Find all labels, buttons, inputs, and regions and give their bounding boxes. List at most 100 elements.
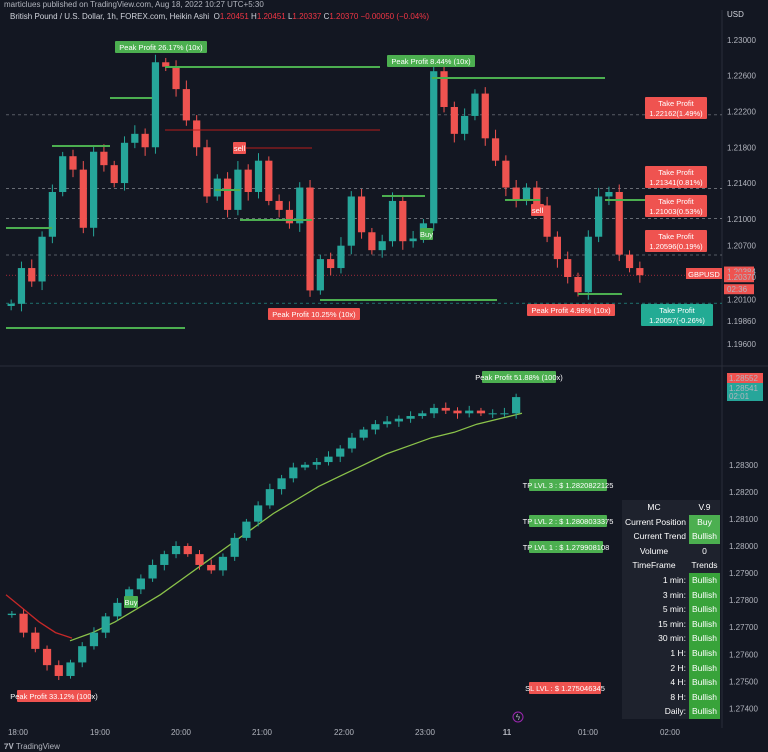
take-profit-value: 1.21341(0.81%) [649, 178, 703, 187]
peak-profit-label-bg [482, 371, 556, 383]
close-label: C [323, 12, 330, 21]
price-tag: 1.28552 [729, 374, 758, 383]
take-profit-box [645, 195, 707, 217]
sell-label: sell [532, 206, 544, 215]
mc-key: 1 min: [662, 574, 686, 585]
p1-candle [244, 169, 252, 192]
price-tag: 1.28541 [729, 384, 758, 393]
p1-candle [430, 71, 438, 224]
y-tick-label: 1.27700 [729, 623, 758, 632]
sell-label: sell [234, 144, 246, 153]
p1-candle [378, 241, 386, 251]
sell-label-bg [233, 142, 246, 154]
symbol-legend: British Pound / U.S. Dollar, 1h, FOREX.c… [10, 11, 429, 23]
p2-candle [476, 410, 486, 414]
take-profit-value: 1.20596(0.19%) [649, 242, 703, 251]
mc-row: 3 min: Bullish [622, 587, 720, 603]
take-profit-box [641, 304, 713, 326]
x-tick-label: 23:00 [415, 728, 436, 737]
mc-value: Bullish [689, 587, 720, 603]
p2-candle [371, 424, 380, 430]
p1-candle [151, 62, 160, 148]
y-tick-label: 1.19860 [727, 317, 756, 326]
p1-candle [193, 120, 201, 148]
p2-candle [148, 564, 157, 579]
mc-table: MC V.9 Current Position Buy Current Trend Bul… [622, 500, 720, 719]
p1-candle [69, 156, 77, 170]
tp-level-label-bg [529, 515, 607, 527]
p1-candle [625, 254, 634, 269]
p1-candle [471, 93, 479, 116]
p1-candle [543, 205, 551, 237]
countdown-label: 02:01 [729, 392, 750, 401]
mc-row: Current Trend Bullish [622, 529, 720, 544]
high-label: H [251, 12, 257, 21]
mc-row: 8 H: Bullish [622, 689, 720, 705]
mc-value: 0 [702, 545, 707, 556]
p2-candle [441, 407, 450, 411]
p2-candle [453, 410, 462, 414]
tp-level-label: TP LVL 3 : $ 1.2820822125 [523, 481, 614, 490]
y-tick-label: 1.27900 [729, 569, 758, 578]
p2-candle [78, 646, 87, 663]
mc-header: MC V.9 [622, 500, 720, 515]
p1-candle [48, 192, 56, 237]
tradingview-logo[interactable]: 𝟕𝐕 TradingView [4, 742, 60, 752]
mc-row: 5 min: Bullish [622, 602, 720, 617]
open-label: O [213, 12, 220, 21]
p2-candle [101, 616, 110, 633]
peak-profit-label: Peak Profit 51.88% (100x) [475, 373, 563, 382]
tp-level-label-bg [529, 541, 603, 553]
p1-candle [584, 236, 592, 293]
change-value: −0.00050 (−0.04%) [360, 12, 430, 21]
p1-candle [553, 236, 562, 260]
tp-level-label-bg [529, 479, 607, 491]
p2-candle [242, 521, 251, 538]
p2-candle [429, 407, 439, 414]
x-tick-label: 21:00 [252, 728, 273, 737]
x-tick-label: 20:00 [171, 728, 192, 737]
y-tick-label: 1.21800 [727, 143, 756, 152]
price-tag-bg [727, 383, 763, 401]
symbol-name[interactable]: British Pound / U.S. Dollar, 1h, FOREX.c… [10, 12, 210, 21]
p1-candle [285, 209, 294, 224]
mc-title: MC [647, 502, 661, 512]
p2-candle [160, 554, 169, 565]
mc-row: 15 min: Bullish [622, 616, 720, 632]
p1-candle [502, 160, 510, 188]
take-profit-title: Take Profit [658, 168, 694, 177]
p1-candle [316, 259, 324, 291]
p2-candle [324, 456, 333, 463]
p2-candle [54, 665, 63, 676]
y-tick-label: 1.19600 [727, 340, 756, 349]
peak-profit-label-bg [527, 304, 615, 316]
currency-label[interactable]: USD [727, 10, 744, 19]
y-tick-label: 1.27600 [729, 650, 758, 659]
peak-profit-label: Peak Profit 10.25% (10x) [272, 310, 356, 319]
mc-row: 1 min: Bullish [622, 572, 720, 588]
p2-candle [465, 410, 474, 414]
p2-candle [218, 556, 228, 571]
p1-candle [254, 160, 263, 192]
p2-candle [289, 467, 298, 479]
p1-candle [265, 160, 273, 201]
p2-candle [7, 613, 16, 616]
mc-row: Current Position Buy [622, 514, 720, 530]
tp-level-label: TP LVL 1 : $ 1.279908108 [523, 543, 610, 552]
buy-label: Buy [125, 598, 138, 607]
take-profit-value: 1.22162(1.49%) [649, 109, 703, 118]
p2-candle [19, 613, 28, 633]
p1-candle [347, 196, 355, 246]
peak-profit-label-bg [115, 41, 207, 53]
x-tick-label: 18:00 [8, 728, 29, 737]
p1-candle [59, 156, 67, 192]
x-tick-label: 11 [503, 728, 512, 737]
mc-key: Volume [639, 545, 669, 556]
p2-candle [406, 416, 415, 419]
y-tick-label: 1.21400 [727, 179, 756, 188]
mc-row: 4 H: Bullish [622, 675, 720, 690]
mc-key: Daily: [664, 706, 686, 717]
mc-row: 1 H: Bullish [622, 645, 720, 661]
take-profit-title: Take Profit [658, 99, 694, 108]
